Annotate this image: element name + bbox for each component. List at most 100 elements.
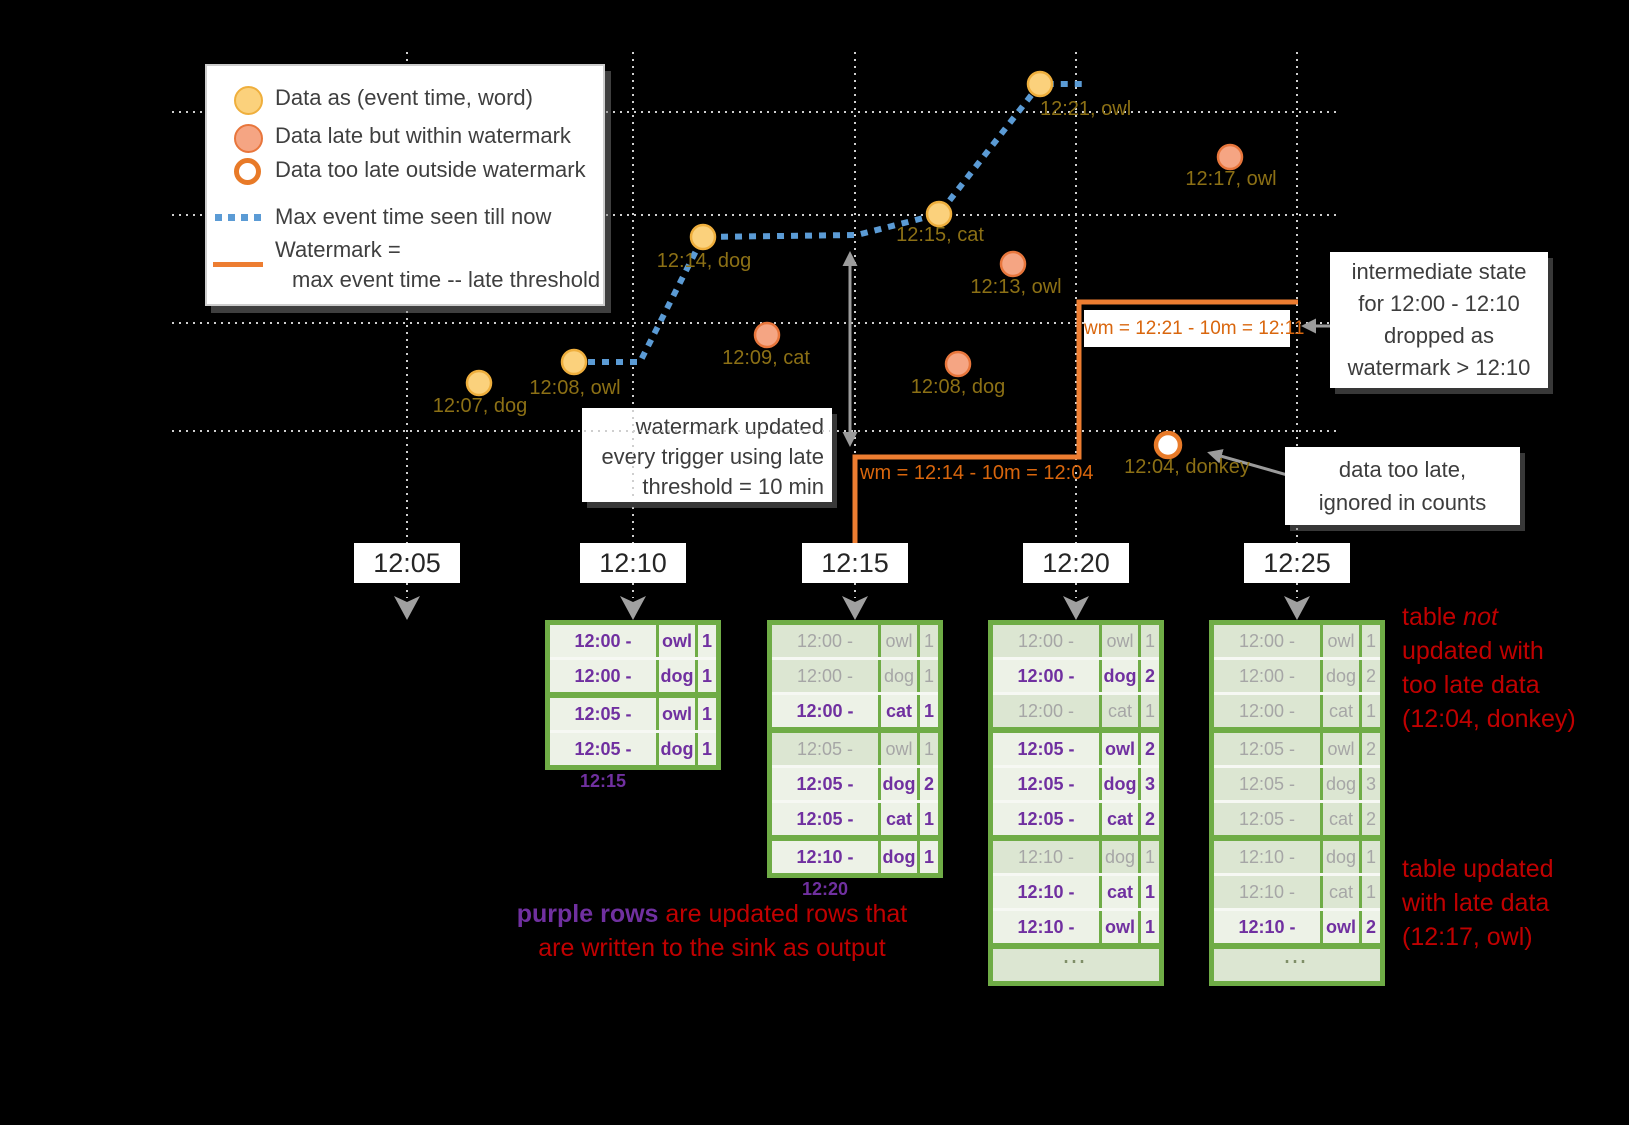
window-cell: 12:10 - 12:20	[993, 841, 1099, 899]
window-cell: 12:00 - 12:10	[772, 695, 878, 753]
window-cell: 12:00 - 12:10	[772, 625, 878, 683]
word-cell: owl	[659, 698, 695, 730]
point-label: 12:14, dog	[656, 250, 752, 272]
window-cell: 12:00 - 12:10	[550, 625, 656, 683]
count-cell: 1	[920, 660, 938, 692]
word-cell: cat	[1323, 876, 1359, 908]
window-cell: 12:05 - 12:15	[550, 698, 656, 756]
point-label: 12:08, dog	[910, 376, 1006, 398]
table-row: 12:10 - 12:20 cat 1	[993, 873, 1159, 934]
word-cell: dog	[1323, 768, 1359, 800]
window-cell: 12:00 - 12:10	[550, 660, 656, 718]
result-table-12-25: 12:00 - 12:10 owl 1 12:00 - 12:10 dog 2 …	[1209, 620, 1385, 986]
table-row: 12:05 - 12:15 owl 2	[1214, 733, 1380, 791]
window-cell: 12:00 - 12:10	[1214, 695, 1320, 753]
window-cell: 12:05 - 12:15	[1214, 768, 1320, 826]
word-cell: cat	[1323, 695, 1359, 727]
window-cell: 12:00 - 12:10	[1214, 660, 1320, 718]
word-cell: dog	[1323, 841, 1359, 873]
watermark-line-icon	[213, 262, 263, 267]
window-cell: 12:10 - 12:20	[1214, 841, 1320, 899]
result-table-12-15: 12:00 - 12:10 owl 1 12:00 - 12:10 dog 1 …	[767, 620, 943, 899]
count-cell: 1	[1141, 695, 1159, 727]
ellipsis-cell: ⋯	[1214, 949, 1380, 981]
note-line: intermediate state	[1351, 259, 1527, 284]
result-table-12-20: 12:00 - 12:10 owl 1 12:00 - 12:10 dog 2 …	[988, 620, 1164, 986]
count-cell: 1	[698, 698, 716, 730]
word-cell: owl	[1323, 733, 1359, 765]
point-label: 12:21, owl	[1040, 98, 1132, 120]
count-cell: 1	[1141, 625, 1159, 657]
word-cell: dog	[659, 733, 695, 765]
word-cell: dog	[1102, 841, 1138, 873]
point-12-08-dog	[944, 350, 972, 378]
word-cell: owl	[1323, 625, 1359, 657]
word-cell: dog	[881, 841, 917, 873]
point-12-15-cat	[925, 200, 953, 228]
legend-item-max-event: Max event time seen till now	[275, 204, 552, 229]
window-cell: 12:05 - 12:15	[550, 733, 656, 791]
table-row: 12:05 - 12:15 cat 2	[993, 800, 1159, 861]
count-cell: 3	[1362, 768, 1380, 800]
note-line: data too late,	[1338, 457, 1467, 482]
table-row: 12:00 - 12:10 dog 2	[1214, 657, 1380, 718]
word-cell: cat	[1102, 876, 1138, 908]
window-cell: 12:05 - 12:15	[772, 803, 878, 861]
table-row: 12:05 - 12:15 owl 1	[772, 733, 938, 791]
late-dot-icon	[234, 124, 263, 153]
table-row: 12:05 - 12:15 owl 2	[993, 733, 1159, 791]
point-label: 12:15, cat	[896, 224, 984, 246]
word-cell: cat	[881, 695, 917, 727]
word-cell: owl	[1102, 911, 1138, 943]
point-12-14-dog	[689, 223, 717, 251]
axis-tick-12-15: 12:15	[802, 543, 908, 583]
down-arrow-icon	[394, 596, 420, 620]
legend-item-too-late: Data too late outside watermark	[275, 157, 586, 182]
sink-output-note: purple rows are updated rows that are wr…	[497, 897, 927, 965]
legend-item-late: Data late but within watermark	[275, 123, 571, 148]
window-cell: 12:10 - 12:20	[1214, 876, 1320, 934]
count-cell: 1	[698, 733, 716, 765]
table-row: 12:00 - 12:10 cat 1	[993, 692, 1159, 753]
count-cell: 1	[1362, 695, 1380, 727]
table-row: 12:05 - 12:15 cat 1	[772, 800, 938, 861]
count-cell: 3	[1141, 768, 1159, 800]
legend: Data as (event time, word) Data late but…	[205, 64, 605, 306]
legend-item-on-time: Data as (event time, word)	[275, 85, 533, 110]
count-cell: 1	[698, 625, 716, 657]
max-event-line-icon	[215, 214, 263, 221]
note-line: dropped as	[1383, 323, 1495, 348]
count-cell: 1	[1141, 911, 1159, 943]
axis-tick-12-10: 12:10	[580, 543, 686, 583]
table-row: 12:00 - 12:10 owl 1	[550, 625, 716, 683]
point-12-21-owl	[1026, 70, 1054, 98]
window-cell: 12:10 - 12:20	[993, 911, 1099, 969]
watermark-step-line	[852, 299, 1298, 545]
table-row: 12:00 - 12:10 dog 2	[993, 657, 1159, 718]
word-cell: cat	[1102, 695, 1138, 727]
note-line: every trigger using late	[601, 444, 824, 469]
too-late-dot-icon	[234, 158, 261, 185]
down-arrow-icon	[1284, 596, 1310, 620]
count-cell: 1	[698, 660, 716, 692]
table-row: 12:10 - 12:20 owl 2	[1214, 908, 1380, 969]
on-time-dot-icon	[234, 86, 263, 115]
table-row: 12:00 - 12:10 dog 1	[772, 657, 938, 718]
window-cell: 12:10 - 12:20	[993, 876, 1099, 934]
count-cell: 2	[1362, 733, 1380, 765]
max-event-time-line	[574, 81, 1086, 365]
count-cell: 1	[1141, 876, 1159, 908]
result-table-12-10: 12:00 - 12:10 owl 1 12:00 - 12:10 dog 1 …	[545, 620, 721, 791]
table-row: 12:05 - 12:15 dog 3	[1214, 765, 1380, 826]
point-label: 12:08, owl	[529, 377, 621, 399]
count-cell: 2	[1362, 803, 1380, 835]
note-line: for 12:00 - 12:10	[1358, 291, 1520, 316]
window-cell: 12:05 - 12:15	[1214, 733, 1320, 791]
count-cell: 1	[920, 733, 938, 765]
point-label: 12:04, donkey	[1124, 456, 1250, 478]
legend-item-watermark: Watermark =	[275, 237, 401, 262]
note-line: (12:17, owl)	[1402, 923, 1533, 951]
window-cell: 12:05 - 12:15	[772, 768, 878, 826]
table-row: 12:10 - 12:20 owl 1	[993, 908, 1159, 969]
